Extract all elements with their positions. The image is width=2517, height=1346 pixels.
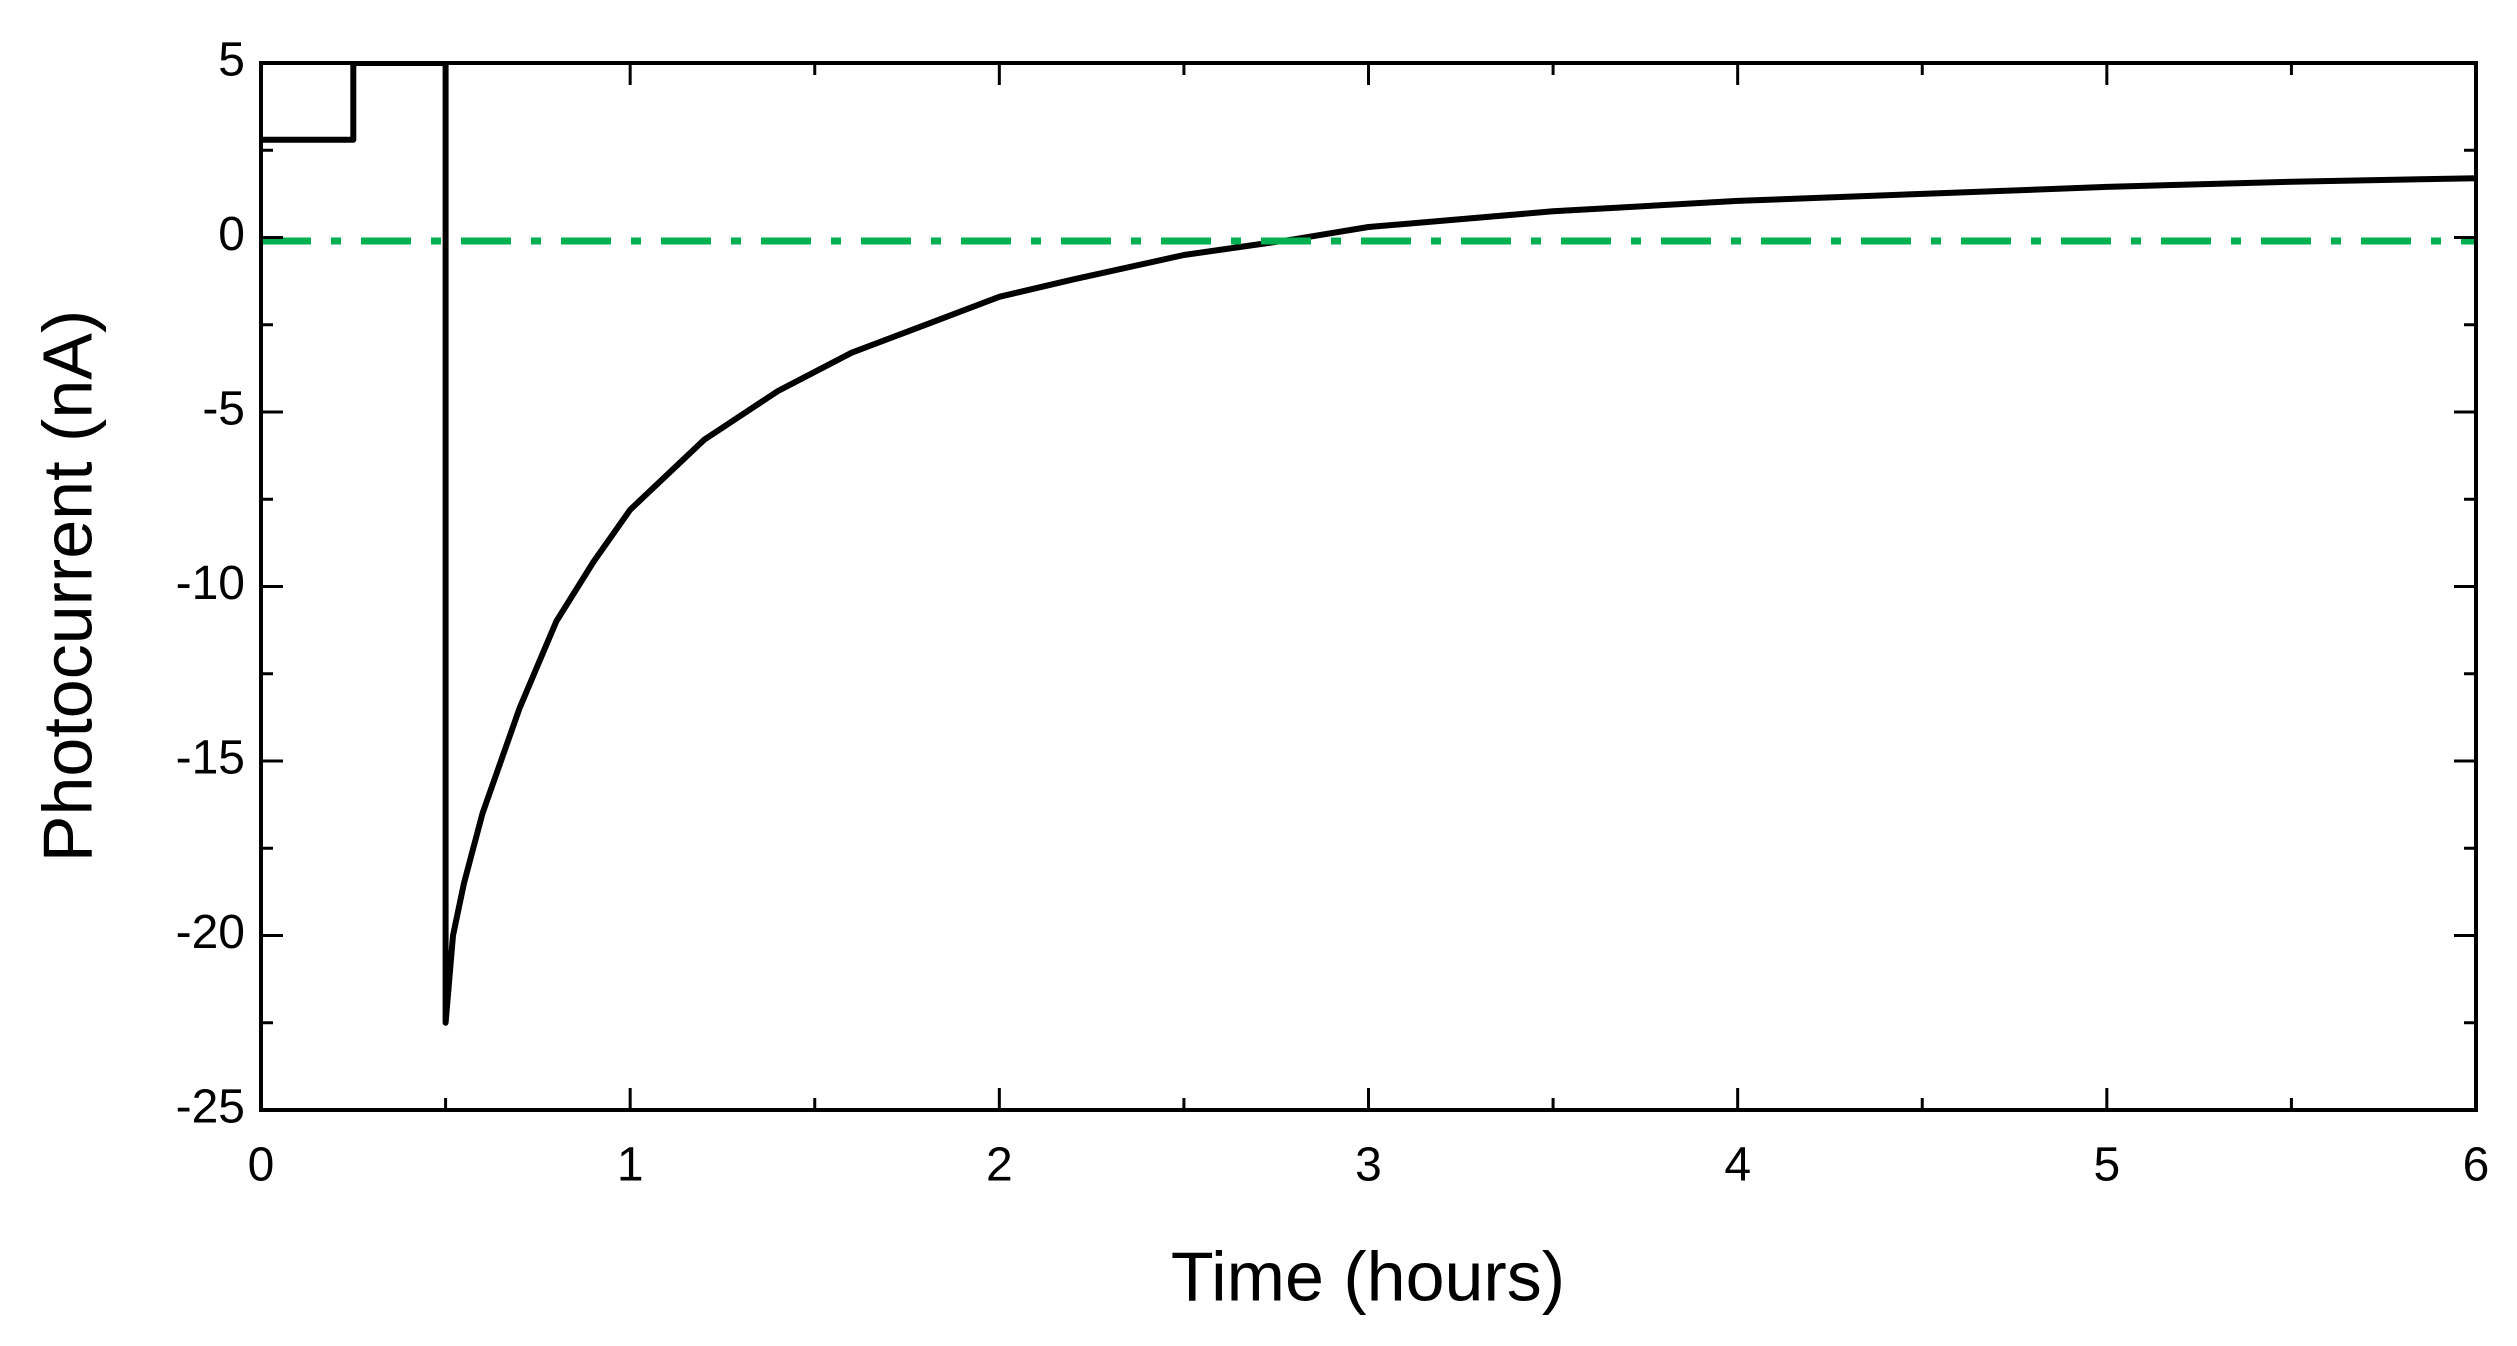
plot-frame <box>259 61 2478 1112</box>
x-tick-label: 6 <box>2463 1139 2490 1192</box>
x-tick-label: 2 <box>986 1139 1013 1192</box>
x-axis-title: Time (hours) <box>1171 1237 1565 1315</box>
y-tick-label: -20 <box>176 906 245 959</box>
x-tick-label: 5 <box>2093 1139 2120 1192</box>
x-tick-label: 1 <box>617 1139 644 1192</box>
x-tick-label: 4 <box>1724 1139 1751 1192</box>
y-tick-label: -25 <box>176 1081 245 1134</box>
y-axis-title: Photocurrent (nA) <box>28 310 106 862</box>
y-tick-label: -10 <box>176 557 245 610</box>
y-tick-label: 0 <box>218 208 245 261</box>
x-tick-label: 0 <box>248 1139 275 1192</box>
y-tick-label: -15 <box>176 732 245 785</box>
plot-area <box>261 63 2476 1026</box>
x-tick-label: 3 <box>1355 1139 1382 1192</box>
y-tick-label: 5 <box>218 34 245 87</box>
data-line <box>261 63 2476 1026</box>
y-tick-label: -5 <box>202 383 245 436</box>
